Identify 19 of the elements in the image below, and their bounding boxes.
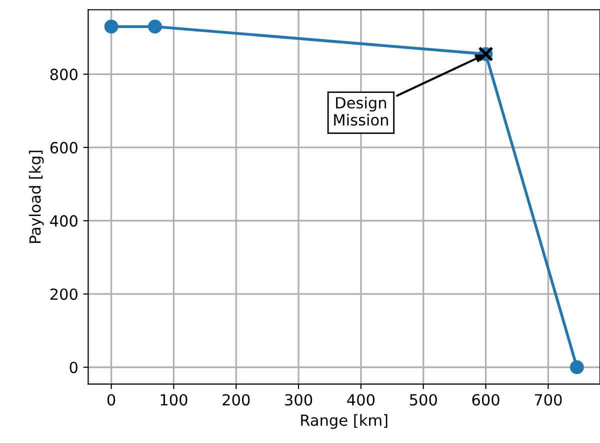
point: [104, 20, 118, 34]
x-tick-label: 400: [347, 394, 375, 406]
x-tick-label: 300: [285, 394, 312, 406]
x-tick-label: 600: [472, 394, 500, 406]
annotation: Design Mission: [334, 96, 388, 126]
point: [148, 20, 162, 34]
y-tick-label: 200: [50, 288, 78, 300]
x-tick-label: 700: [534, 394, 562, 406]
x-axis-title: Range [km]: [301, 414, 388, 429]
x-tick-label: 500: [410, 394, 437, 406]
y-axis-title: Payload [kg]: [28, 150, 44, 243]
x-tick-label: 200: [222, 394, 250, 406]
x-tick-label: 100: [160, 394, 188, 406]
y-tick-label: 400: [50, 215, 78, 227]
x-tick-label: 0: [107, 394, 116, 406]
y-tick-label: 800: [50, 68, 78, 80]
y-tick-label: 0: [70, 362, 78, 374]
y-tick-label: 600: [50, 142, 78, 154]
point: [570, 360, 584, 374]
